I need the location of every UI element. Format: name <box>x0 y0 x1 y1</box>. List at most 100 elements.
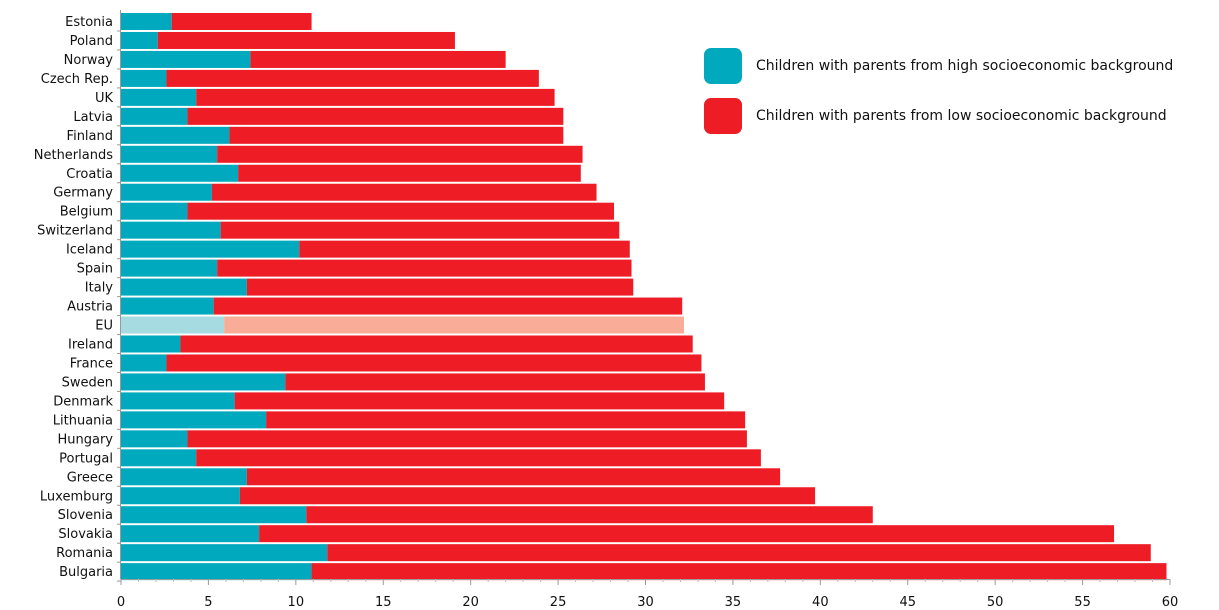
y-tick-label: Romania <box>56 546 113 561</box>
x-tick-label: 55 <box>1074 595 1091 610</box>
x-tick-label: 0 <box>117 595 125 610</box>
legend-item-low: Children with parents from low socioecon… <box>704 98 1173 134</box>
bar-poland-high <box>121 31 158 49</box>
bar-finland-low <box>229 126 564 144</box>
y-tick-label: Czech Rep. <box>41 72 113 87</box>
y-tick-label: EU <box>95 319 113 334</box>
bar-eu-low <box>224 316 684 334</box>
x-tick-label: 15 <box>375 595 392 610</box>
bar-bulgaria-low <box>311 563 1167 581</box>
bar-austria-high <box>121 297 214 315</box>
bar-iceland-high <box>121 240 300 258</box>
bar-germany-low <box>211 183 597 201</box>
bar-slovenia-low <box>306 506 873 524</box>
x-tick-label: 20 <box>462 595 479 610</box>
y-tick-label: Iceland <box>66 243 113 258</box>
bar-spain-high <box>121 259 218 277</box>
bar-croatia-low <box>238 164 581 182</box>
bar-denmark-high <box>121 392 235 410</box>
bar-romania-high <box>121 544 328 562</box>
bar-luxemburg-low <box>239 487 816 505</box>
bar-france-low <box>166 354 702 372</box>
legend: Children with parents from high socioeco… <box>704 48 1173 148</box>
bar-greece-high <box>121 468 247 486</box>
y-tick-label: Portugal <box>59 451 113 466</box>
legend-item-high: Children with parents from high socioeco… <box>704 48 1173 84</box>
y-axis: Estonia Poland Norway Czech Rep. UK Latvia Fin… <box>34 10 121 582</box>
bar-luxemburg-high <box>121 487 240 505</box>
y-tick-label: Germany <box>53 186 113 201</box>
y-tick-label: Greece <box>67 470 113 485</box>
y-tick-label: Italy <box>85 281 114 296</box>
y-tick-label: Ireland <box>68 337 113 352</box>
bar-slovakia-high <box>121 525 260 543</box>
bar-germany-high <box>121 183 212 201</box>
bar-ireland-high <box>121 335 181 353</box>
y-tick-label: Netherlands <box>34 148 113 163</box>
x-tick-label: 30 <box>637 595 654 610</box>
bar-belgium-low <box>187 202 615 220</box>
y-tick-label: Hungary <box>57 432 113 447</box>
y-tick-label: Spain <box>77 262 113 277</box>
x-tick-label: 35 <box>725 595 742 610</box>
bar-norway-high <box>121 50 251 68</box>
bar-czech-rep-high <box>121 69 167 87</box>
y-tick-label: Bulgaria <box>59 565 113 580</box>
bars-group <box>121 13 1167 581</box>
y-tick-label: Latvia <box>73 110 113 125</box>
y-tick-label: Belgium <box>60 205 113 220</box>
y-tick-label: Poland <box>70 34 113 49</box>
x-tick-label: 50 <box>987 595 1004 610</box>
x-tick-label: 25 <box>550 595 567 610</box>
bar-portugal-high <box>121 449 197 467</box>
bar-bulgaria-high <box>121 563 312 581</box>
y-tick-label: Luxemburg <box>40 489 113 504</box>
bar-lithuania-high <box>121 411 267 429</box>
bar-latvia-low <box>187 107 564 125</box>
bar-hungary-low <box>187 430 747 448</box>
bar-greece-low <box>246 468 781 486</box>
y-tick-label: Finland <box>67 129 113 144</box>
x-tick-label: 40 <box>812 595 829 610</box>
y-tick-label: Slovenia <box>58 508 113 523</box>
bar-slovakia-low <box>259 525 1115 543</box>
bar-latvia-high <box>121 107 188 125</box>
bar-netherlands-low <box>217 145 583 163</box>
bar-ireland-low <box>180 335 693 353</box>
y-tick-label: Switzerland <box>37 224 113 239</box>
bar-iceland-low <box>299 240 630 258</box>
x-tick-label: 5 <box>204 595 212 610</box>
bar-czech-rep-low <box>166 69 539 87</box>
bar-uk-low <box>196 88 555 106</box>
bar-italy-high <box>121 278 247 296</box>
bar-italy-low <box>246 278 634 296</box>
legend-label-high: Children with parents from high socioeco… <box>756 58 1174 74</box>
bar-netherlands-high <box>121 145 218 163</box>
bar-denmark-low <box>234 392 725 410</box>
y-tick-label: Denmark <box>53 394 113 409</box>
bar-sweden-low <box>285 373 705 391</box>
bar-poland-low <box>157 31 455 49</box>
x-tick-label: 10 <box>288 595 305 610</box>
y-tick-label: UK <box>95 91 114 106</box>
y-tick-label: Lithuania <box>53 413 113 428</box>
bar-portugal-low <box>196 449 761 467</box>
bar-belgium-high <box>121 202 188 220</box>
bar-spain-low <box>217 259 632 277</box>
x-tick-label: 45 <box>899 595 916 610</box>
y-tick-label: Estonia <box>65 15 113 30</box>
y-tick-label: Austria <box>67 300 113 315</box>
bar-uk-high <box>121 88 197 106</box>
y-tick-label: Norway <box>64 53 114 68</box>
bar-switzerland-low <box>220 221 620 239</box>
bar-estonia-high <box>121 13 172 30</box>
bar-sweden-high <box>121 373 286 391</box>
bar-croatia-high <box>121 164 239 182</box>
bar-estonia-low <box>171 13 312 30</box>
bar-switzerland-high <box>121 221 221 239</box>
x-tick-label: 60 <box>1162 595 1179 610</box>
bar-austria-low <box>213 297 683 315</box>
bar-lithuania-low <box>266 411 746 429</box>
x-axis: 0 5 10 15 20 25 30 35 40 45 50 55 60 <box>117 579 1178 610</box>
